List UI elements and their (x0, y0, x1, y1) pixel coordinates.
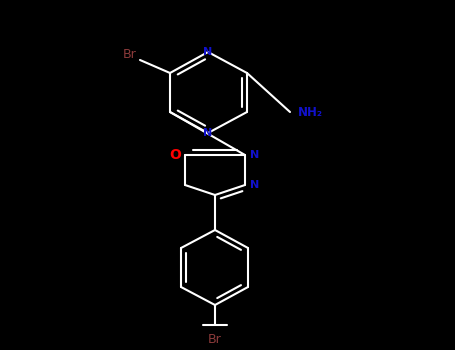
Text: N: N (203, 128, 212, 138)
Text: Br: Br (122, 49, 136, 62)
Text: N: N (250, 150, 260, 160)
Text: NH₂: NH₂ (298, 105, 323, 119)
Text: Br: Br (208, 333, 222, 346)
Text: N: N (250, 180, 260, 190)
Text: N: N (203, 47, 212, 57)
Text: O: O (169, 148, 181, 162)
